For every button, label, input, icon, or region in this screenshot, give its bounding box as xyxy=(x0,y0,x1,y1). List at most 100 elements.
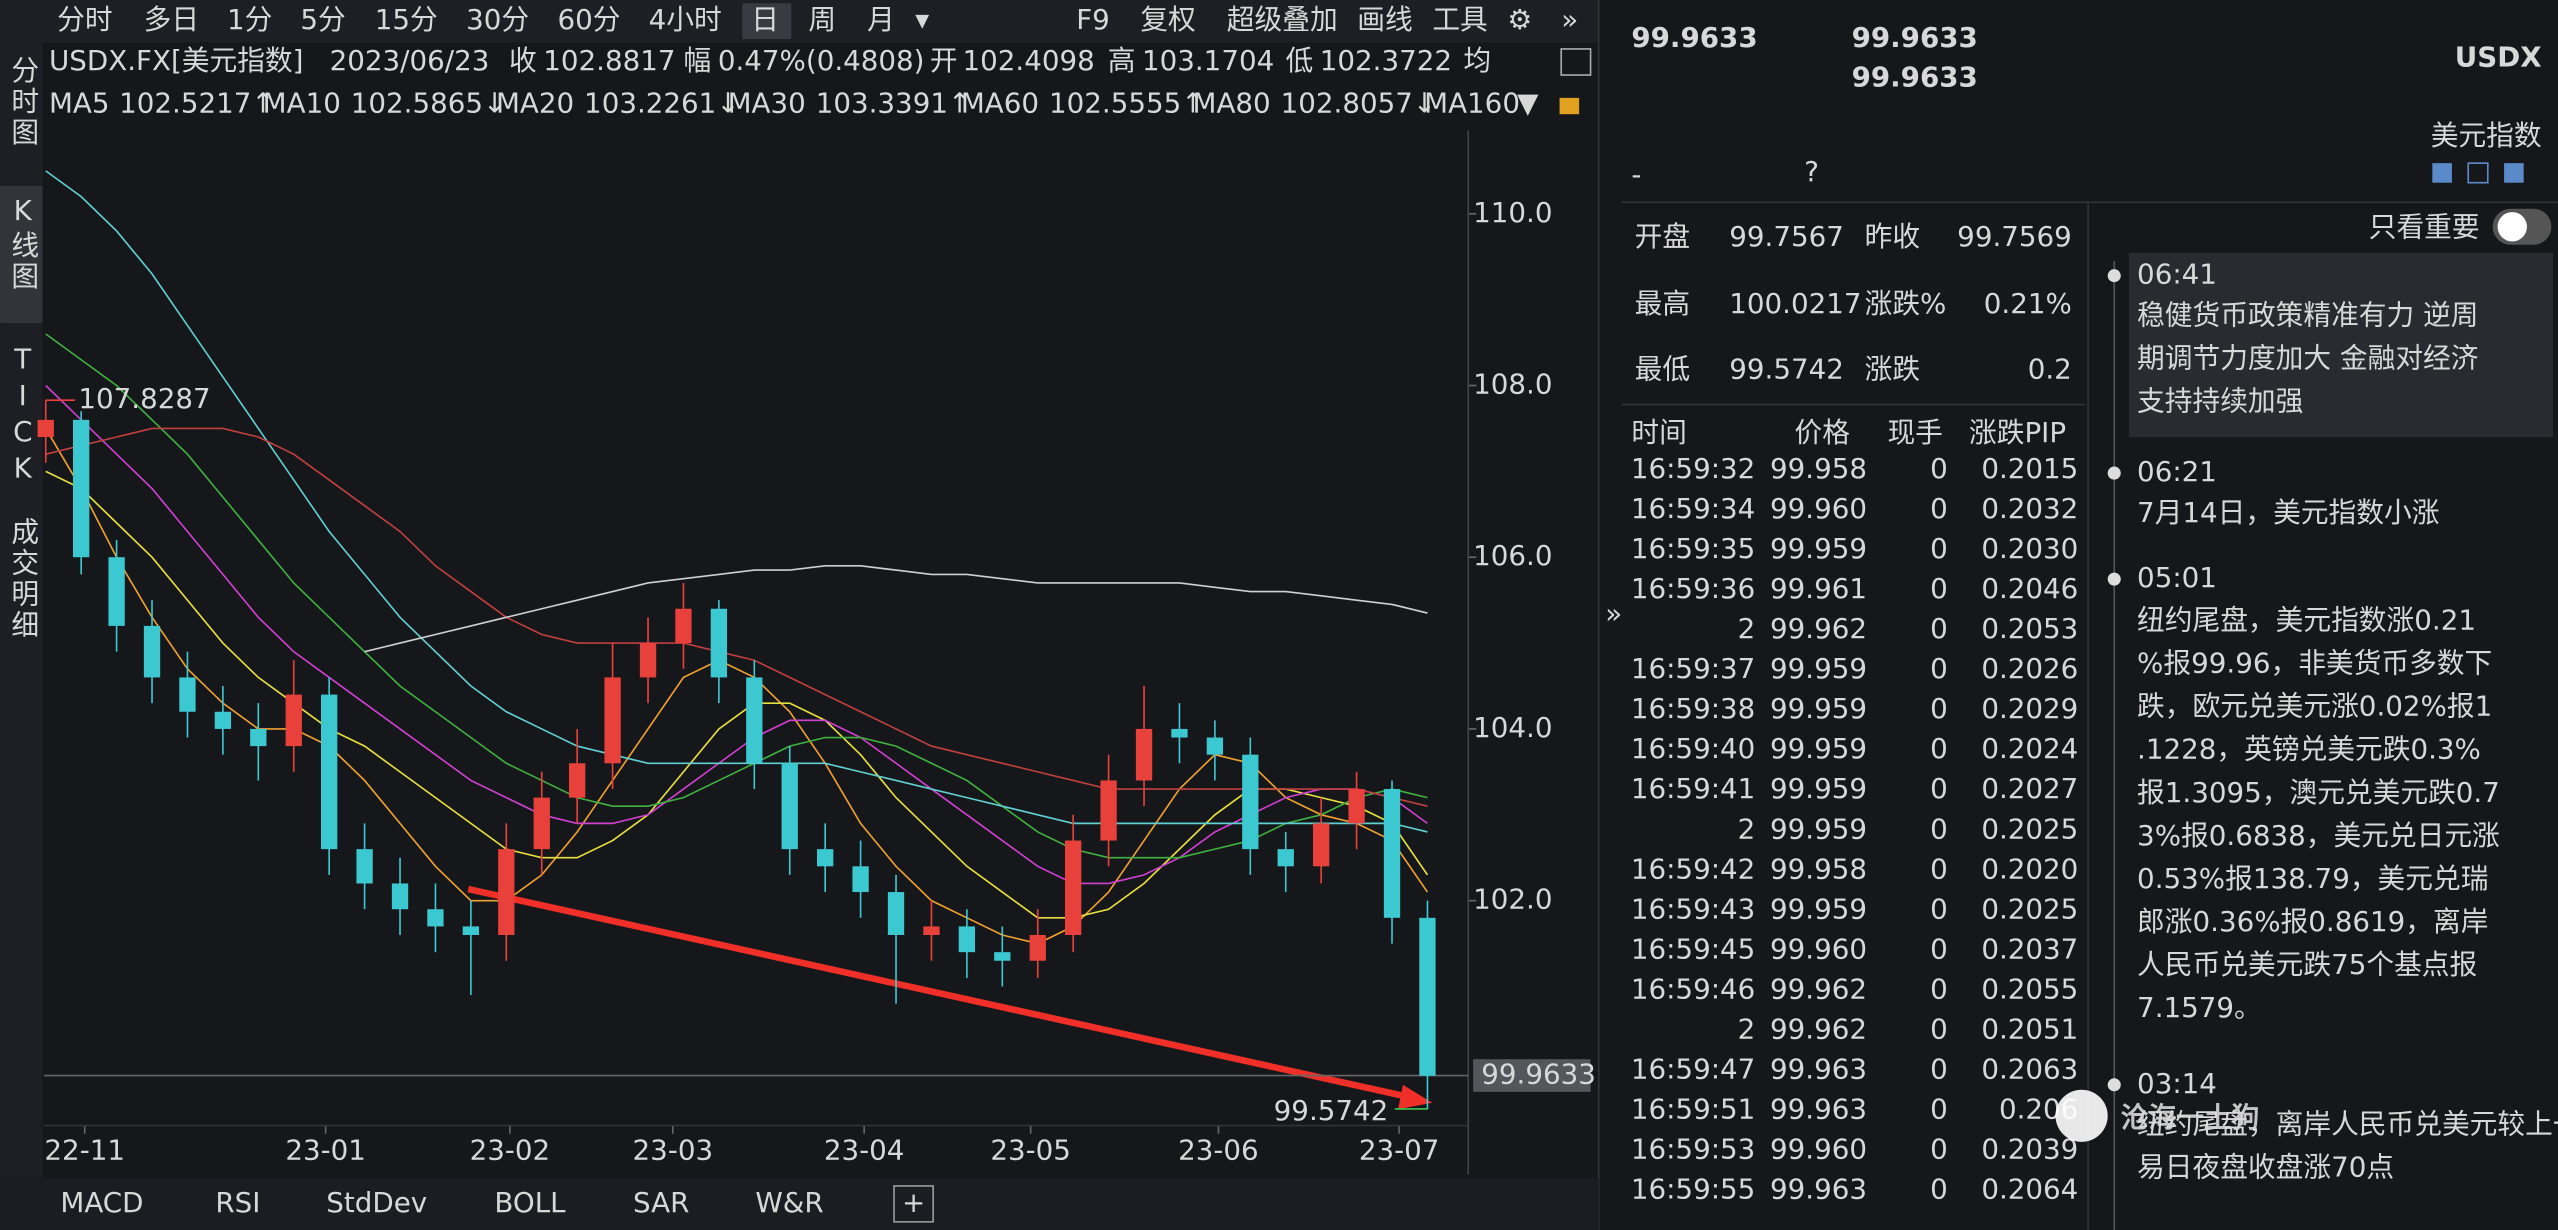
news-text[interactable]: 纽约尾盘，美元指数涨0.21 xyxy=(2137,604,2476,637)
candle-body xyxy=(285,694,302,747)
trade-time: 16:59:37 xyxy=(1631,652,1755,685)
trade-price: 99.958 xyxy=(1770,452,1867,485)
news-text[interactable]: 稳健货币政策精准有力 逆周 xyxy=(2137,298,2478,331)
trade-time: 16:59:40 xyxy=(1631,732,1755,765)
news-text[interactable]: 期调节力度加大 金融对经济 xyxy=(2137,342,2479,375)
trade-volume: 0 xyxy=(1930,532,1948,565)
trade-time: 16:59:51 xyxy=(1631,1093,1755,1126)
period-tab[interactable]: 60分 xyxy=(557,3,620,36)
tool-button[interactable]: 工具 xyxy=(1432,3,1487,36)
indicator-tab[interactable]: RSI xyxy=(215,1186,260,1219)
trade-volume: 0 xyxy=(1930,732,1948,765)
sidebar-tab[interactable]: 分时图 xyxy=(6,55,39,148)
expand-icon[interactable]: » xyxy=(1561,3,1578,36)
sidebar-tab[interactable]: K线图 xyxy=(6,194,39,292)
news-time[interactable]: 06:21 xyxy=(2137,455,2217,488)
candle-body xyxy=(604,677,621,764)
period-tab[interactable]: 日 xyxy=(751,3,779,36)
news-text[interactable]: 7月14日，美元指数小涨 xyxy=(2137,496,2439,529)
news-text[interactable]: 7.1579。 xyxy=(2137,991,2262,1024)
news-text[interactable]: %报99.96，非美货币多数下 xyxy=(2137,647,2492,680)
candle-body xyxy=(1065,840,1082,935)
candle-body xyxy=(321,694,338,850)
add-tab-icon[interactable]: + xyxy=(902,1186,925,1219)
lock-icon[interactable] xyxy=(1559,97,1580,115)
trade-volume: 0 xyxy=(1930,852,1948,885)
trade-volume: 0 xyxy=(1930,812,1948,845)
stat-label: 最低 xyxy=(1635,352,1690,385)
sidebar-tab[interactable]: 成交明细 xyxy=(6,517,39,641)
candle-body xyxy=(214,711,232,729)
indicator-tab[interactable]: MACD xyxy=(60,1186,143,1219)
trade-price: 99.960 xyxy=(1770,492,1867,525)
period-tab[interactable]: 4小时 xyxy=(649,3,722,36)
indicator-tab[interactable]: BOLL xyxy=(494,1186,566,1219)
ma-dropdown[interactable]: ▼ xyxy=(1517,86,1539,119)
sidebar-tab[interactable]: TICK xyxy=(6,343,39,488)
toggle-knob[interactable] xyxy=(2497,212,2527,242)
timeline-dot xyxy=(2107,572,2121,586)
change: - xyxy=(1631,158,1641,191)
candle-body xyxy=(498,849,515,935)
trade-pip: 0.2030 xyxy=(1981,532,2078,565)
trade-volume: 0 xyxy=(1930,612,1948,645)
news-text[interactable]: 郎涨0.36%报0.8619，离岸 xyxy=(2137,905,2488,938)
trade-time: 16:59:43 xyxy=(1631,892,1755,925)
x-tick-label: 23-05 xyxy=(990,1134,1071,1167)
collapse-icon[interactable]: » xyxy=(1605,597,1622,630)
indicator-tab[interactable]: StdDev xyxy=(326,1186,427,1219)
indicator-tab[interactable]: SAR xyxy=(633,1186,689,1219)
candle-body xyxy=(1383,789,1401,918)
news-text[interactable]: 跌，欧元兑美元涨0.02%报1 xyxy=(2137,690,2492,723)
info-value: 102.8817 xyxy=(543,44,675,77)
layout-icon[interactable] xyxy=(1560,48,1592,76)
trade-volume: 0 xyxy=(1930,1133,1948,1166)
tool-button[interactable]: 超级叠加 xyxy=(1227,3,1338,36)
period-tab[interactable]: 15分 xyxy=(375,3,438,36)
period-tab[interactable]: 5分 xyxy=(300,3,345,36)
news-text[interactable]: 报1.3095，澳元兑美元跌0.7 xyxy=(2137,776,2500,809)
news-text[interactable]: 0.53%报138.79，美元兑瑞 xyxy=(2137,862,2488,895)
info-value: 102.3722 xyxy=(1320,44,1452,77)
tool-button[interactable]: 复权 xyxy=(1140,3,1195,36)
news-text[interactable]: 3%报0.6838，美元兑日元涨 xyxy=(2137,819,2500,852)
news-text[interactable]: 人民币兑美元跌75个基点报 xyxy=(2137,948,2477,981)
period-tab[interactable]: 多日 xyxy=(144,3,199,36)
trade-time: 16:59:34 xyxy=(1631,492,1755,525)
trade-volume: 0 xyxy=(1930,892,1948,925)
news-filter: 只看重要 xyxy=(2369,210,2480,243)
ma-value: 102.8057↓ xyxy=(1281,86,1436,119)
y-tick-label: 108.0 xyxy=(1473,368,1552,401)
stat-label: 最高 xyxy=(1635,287,1690,320)
news-time[interactable]: 06:41 xyxy=(2137,258,2217,291)
trade-volume: 0 xyxy=(1930,1012,1948,1045)
period-tab[interactable]: 周 xyxy=(808,3,836,36)
trade-time: 16:59:47 xyxy=(1631,1053,1755,1086)
edit-icon[interactable] xyxy=(2432,163,2452,183)
add-icon[interactable] xyxy=(2504,163,2524,183)
candle-body xyxy=(1135,728,1153,781)
dropdown-icon[interactable]: ▾ xyxy=(915,3,929,36)
alert-icon[interactable] xyxy=(2467,162,2489,184)
period-tab[interactable]: 30分 xyxy=(466,3,529,36)
news-text[interactable]: 支持持续加强 xyxy=(2137,385,2303,418)
trade-time: 16:59:35 xyxy=(1631,532,1755,565)
settings-icon[interactable]: ⚙ xyxy=(1507,3,1532,36)
tool-button[interactable]: F9 xyxy=(1076,3,1110,36)
news-text[interactable]: 易日夜盘收盘涨70点 xyxy=(2137,1151,2394,1184)
tool-button[interactable]: 画线 xyxy=(1357,3,1412,36)
indicator-tab[interactable]: W&R xyxy=(755,1186,823,1219)
news-time[interactable]: 03:14 xyxy=(2137,1067,2217,1100)
news-text[interactable]: .1228，英镑兑美元跌0.3% xyxy=(2137,733,2481,766)
candle-body xyxy=(746,677,763,764)
news-time[interactable]: 05:01 xyxy=(2137,561,2217,594)
period-tab[interactable]: 月 xyxy=(867,3,895,36)
news-text[interactable]: 纽约尾盘，离岸人民币兑美元较上一交 xyxy=(2137,1108,2558,1141)
period-tab[interactable]: 1分 xyxy=(227,3,272,36)
period-tab[interactable]: 分时 xyxy=(57,3,112,36)
trade-volume: 0 xyxy=(1930,932,1948,965)
add-tab[interactable] xyxy=(893,1185,934,1223)
info-label: 收 xyxy=(509,44,537,77)
candle-body xyxy=(817,849,834,867)
